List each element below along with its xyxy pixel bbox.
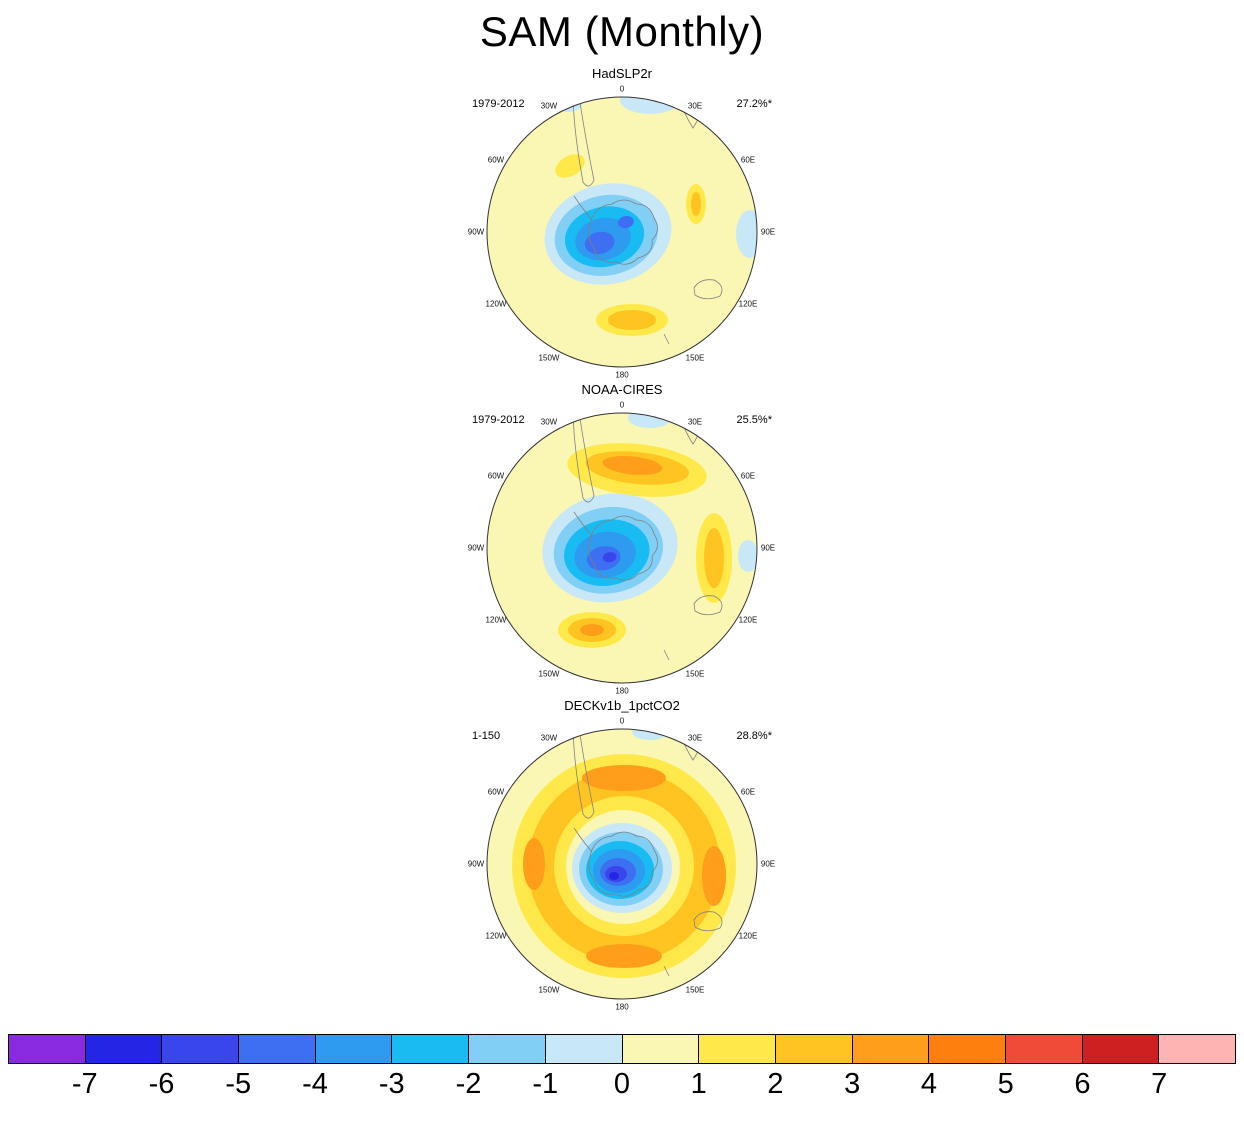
lon-label: 120E xyxy=(738,299,758,309)
coastlines xyxy=(572,729,723,977)
lon-label: 30W xyxy=(540,101,558,111)
colorbar-segment xyxy=(544,1034,623,1064)
lon-label: 90W xyxy=(467,227,485,237)
colorbar-segment xyxy=(774,1034,853,1064)
lon-label: 60E xyxy=(740,787,756,797)
map-wrap: 1979-2012 25.5%* xyxy=(468,398,776,698)
colorbar xyxy=(8,1034,1236,1064)
coastlines xyxy=(572,413,723,661)
colorbar-segment xyxy=(391,1034,470,1064)
period-label: 1979-2012 xyxy=(472,98,525,110)
lon-label: 90E xyxy=(760,227,776,237)
colorbar-segment xyxy=(468,1034,546,1064)
map-panel-deckv1b-1pctco2: DECKv1b_1pctCO2 1-150 28.8%* xyxy=(452,698,792,1014)
lon-label: 90W xyxy=(467,859,485,869)
map-wrap: 1979-2012 27.2%* xyxy=(468,82,776,382)
colorbar-segment xyxy=(698,1034,776,1064)
lon-label: 60E xyxy=(740,155,756,165)
lon-label: 150E xyxy=(685,985,705,995)
colorbar-tick-label: -7 xyxy=(71,1068,98,1100)
lon-label: 150E xyxy=(685,669,705,679)
lon-label: 150W xyxy=(538,985,560,995)
colorbar-tick-label: -3 xyxy=(378,1068,405,1100)
colorbar-tick-labels: -7 -6 -5 -4 -3 -2 -1 0 1 2 3 4 5 6 7 xyxy=(8,1066,1236,1106)
lon-label: 30W xyxy=(540,417,558,427)
colorbar-tick-label: 7 xyxy=(1151,1068,1168,1100)
variance-explained-label: 25.5%* xyxy=(736,414,772,426)
colorbar-tick-label: -4 xyxy=(302,1068,328,1100)
lon-label: 150W xyxy=(538,669,560,679)
colorbar-tick-label: 3 xyxy=(844,1068,861,1100)
lon-label: 30E xyxy=(687,417,703,427)
colorbar-tick-label: -1 xyxy=(532,1068,559,1100)
colorbar-tick-label: 4 xyxy=(920,1068,938,1100)
lon-label: 60W xyxy=(487,787,505,797)
colorbar-tick-label: -6 xyxy=(148,1068,175,1100)
colorbar-segment xyxy=(161,1034,240,1064)
colorbar-tick-label: 2 xyxy=(767,1068,784,1100)
lon-label: 30W xyxy=(540,733,558,743)
lon-label: 180 xyxy=(615,686,629,696)
lon-label: 180 xyxy=(615,370,629,380)
colorbar-segment xyxy=(1081,1034,1160,1064)
colorbar-tick-label: -5 xyxy=(225,1068,252,1100)
variance-explained-label: 27.2%* xyxy=(736,98,772,110)
colorbar-segment xyxy=(84,1034,163,1064)
lon-label: 30E xyxy=(687,733,703,743)
panel-title: HadSLP2r xyxy=(592,66,652,81)
colorbar-segment xyxy=(1158,1034,1236,1064)
lon-label: 120W xyxy=(485,931,507,941)
lon-label: 0 xyxy=(619,84,625,94)
lon-label: 90W xyxy=(467,543,485,553)
lon-label: 90E xyxy=(760,543,776,553)
lon-label: 90E xyxy=(760,859,776,869)
map-panel-hadslp2r: HadSLP2r 1979-2012 27.2%* xyxy=(452,66,792,382)
period-label: 1979-2012 xyxy=(472,414,525,426)
lon-label: 120E xyxy=(738,931,758,941)
lon-label: 60W xyxy=(487,471,505,481)
map-wrap: 1-150 28.8%* xyxy=(468,714,776,1014)
colorbar-segment xyxy=(851,1034,930,1064)
polar-map-hadslp2r xyxy=(486,96,758,368)
lon-label: 120W xyxy=(485,299,507,309)
lon-label: 60E xyxy=(740,471,756,481)
panel-title: DECKv1b_1pctCO2 xyxy=(564,698,680,713)
lon-label: 150W xyxy=(538,353,560,363)
map-panel-noaa-cires: NOAA-CIRES 1979-2012 25.5%* xyxy=(452,382,792,698)
lon-label: 0 xyxy=(619,400,625,410)
lon-label: 120W xyxy=(485,615,507,625)
page-title: SAM (Monthly) xyxy=(479,8,765,55)
lon-label: 60W xyxy=(487,155,505,165)
colorbar-segment xyxy=(928,1034,1006,1064)
polar-map-deckv1b-1pctco2 xyxy=(486,728,758,1000)
colorbar-tick-label: -2 xyxy=(455,1068,482,1100)
lon-label: 0 xyxy=(619,716,625,726)
colorbar-segment xyxy=(1004,1034,1083,1064)
colorbar-segment xyxy=(238,1034,316,1064)
colorbar-segment xyxy=(8,1034,86,1064)
colorbar-tick-label: 5 xyxy=(997,1068,1014,1100)
period-label: 1-150 xyxy=(472,730,501,742)
panel-title: NOAA-CIRES xyxy=(581,382,663,397)
lon-label: 30E xyxy=(687,101,703,111)
lon-label: 120E xyxy=(738,615,758,625)
variance-explained-label: 28.8%* xyxy=(736,730,772,742)
colorbar-segment xyxy=(621,1034,700,1064)
colorbar-segment xyxy=(314,1034,393,1064)
lon-label: 150E xyxy=(685,353,705,363)
colorbar-tick-label: 6 xyxy=(1074,1068,1091,1100)
polar-map-noaa-cires xyxy=(486,412,758,684)
lon-label: 180 xyxy=(615,1002,629,1012)
colorbar-tick-label: 1 xyxy=(690,1068,707,1100)
colorbar-tick-label: 0 xyxy=(613,1068,631,1100)
